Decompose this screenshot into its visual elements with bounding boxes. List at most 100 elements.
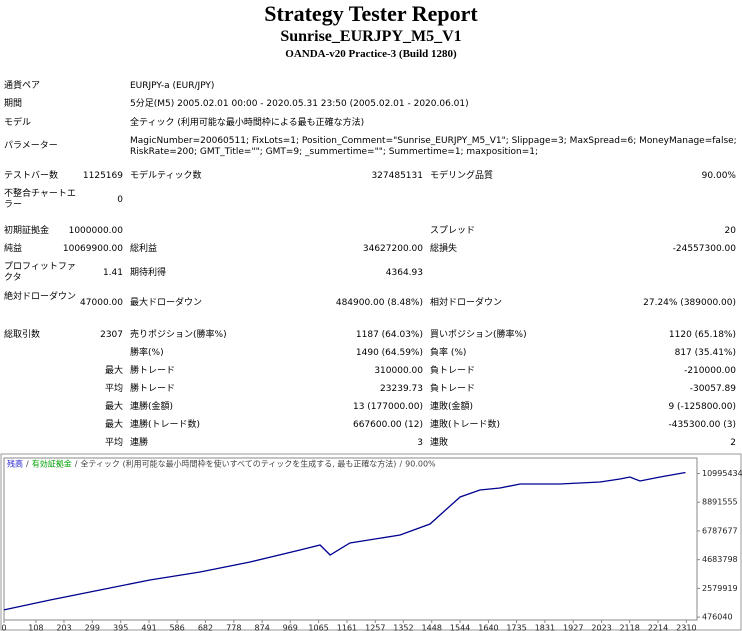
stat-label: 負率 (%) — [430, 348, 467, 358]
stat-label: 連敗(金額) — [430, 402, 474, 412]
x-tick-label: 108 — [28, 624, 43, 631]
stat-label: 純益 — [4, 244, 23, 254]
y-tick-label: 4683798 — [702, 555, 738, 564]
stat-label: 連勝(金額) — [130, 402, 174, 412]
report-subtitle: Sunrise_EURJPY_M5_V1 — [280, 28, 462, 45]
y-tick-label: 476040 — [702, 613, 733, 622]
stat-value: -30057.89 — [689, 384, 736, 394]
stat-label: モデルティック数 — [130, 171, 202, 181]
x-tick-label: 682 — [198, 624, 213, 631]
x-tick-label: 1735 — [506, 624, 526, 631]
stat-value: 817 (35.41%) — [674, 348, 736, 358]
x-tick-label: 1927 — [563, 624, 583, 631]
report-server: OANDA-v20 Practice-3 (Build 1280) — [285, 48, 457, 60]
stat-value: 1490 (64.59%) — [355, 348, 423, 358]
legend-separator: / — [399, 460, 402, 469]
stat-label: 総損失 — [430, 244, 458, 254]
stat-label: テストバー数 — [4, 171, 59, 181]
stat-label: 連勝 — [130, 438, 149, 448]
plot-area — [3, 457, 698, 621]
stat-label: モデリング品質 — [430, 171, 494, 181]
stat-value: 最大 — [104, 366, 123, 376]
x-tick-label: 586 — [169, 624, 184, 631]
stat-value: 1.41 — [102, 268, 123, 278]
stat-value: 34627200.00 — [362, 244, 423, 254]
x-tick-label: 2023 — [591, 624, 611, 631]
y-tick-label: 10995434 — [702, 469, 742, 478]
stat-value: 1120 (65.18%) — [668, 330, 736, 340]
stat-value: 27.24% (389000.00) — [643, 298, 736, 308]
stat-label: 連勝(トレード数) — [130, 420, 201, 430]
info-value: MagicNumber=20060511; FixLots=1; Positio… — [130, 136, 737, 157]
stat-value: -24557300.00 — [672, 244, 736, 254]
x-tick-label: 1257 — [365, 624, 385, 631]
x-tick-label: 203 — [56, 624, 71, 631]
y-tick-label: 6787677 — [702, 526, 738, 535]
x-tick-label: 2118 — [619, 624, 639, 631]
stat-value: 平均 — [104, 438, 123, 448]
legend-entry: 有効証拠金 — [32, 459, 72, 469]
x-tick-label: 2214 — [648, 624, 668, 631]
stat-value: 平均 — [104, 384, 123, 394]
info-value: EURJPY-a (EUR/JPY) — [130, 81, 215, 91]
legend-note: 全ティック (利用可能な最小時間枠を使いすべてのティックを生成する, 最も正確な… — [80, 459, 396, 469]
stat-value: 0 — [117, 195, 123, 205]
y-tick-label: 8891555 — [702, 498, 738, 507]
info-value: 5分足(M5) 2005.02.01 00:00 - 2020.05.31 23… — [130, 99, 469, 109]
stat-value: 最大 — [104, 402, 123, 412]
stat-value: 1125169 — [82, 171, 123, 181]
x-tick-label: 1448 — [422, 624, 442, 631]
stat-value: 23239.73 — [380, 384, 423, 394]
x-tick-label: 1352 — [393, 624, 413, 631]
stat-label: 連敗(トレード数) — [430, 420, 501, 430]
x-tick-label: 874 — [255, 624, 270, 631]
stat-value: 310000.00 — [374, 366, 423, 376]
x-tick-label: 1544 — [450, 624, 470, 631]
x-tick-label: 491 — [141, 624, 156, 631]
x-tick-label: 0 — [1, 624, 6, 631]
stat-value: 484900.00 (8.48%) — [335, 298, 423, 308]
stat-value: 最大 — [104, 420, 123, 430]
stat-value: 1187 (64.03%) — [355, 330, 423, 340]
x-tick-label: 1831 — [535, 624, 555, 631]
stat-label: 売りポジション(勝率%) — [130, 330, 227, 340]
stat-label: スプレッド — [430, 226, 476, 236]
stat-label: 総利益 — [130, 244, 158, 254]
legend-quality: 90.00% — [405, 460, 436, 469]
stat-value: 47000.00 — [80, 298, 123, 308]
stat-value: 327485131 — [371, 171, 423, 181]
stat-label: 初期証拠金 — [4, 226, 50, 236]
stat-label: 勝率(%) — [130, 348, 164, 358]
stat-value: 13 (177000.00) — [352, 402, 423, 412]
stat-label: 相対ドローダウン — [430, 298, 503, 308]
stat-label: 絶対ドローダウン — [4, 292, 77, 302]
stat-label: プロフィットファクタ — [4, 262, 76, 283]
stat-value: 2 — [730, 438, 736, 448]
y-tick-label: 2579919 — [702, 584, 738, 593]
stat-label: 買いポジション(勝率%) — [430, 330, 527, 340]
x-tick-label: 1161 — [337, 624, 357, 631]
balance-chart: 残高 / 有効証拠金 / 全ティック (利用可能な最小時間枠を使いすべてのティックを生成… — [0, 453, 742, 631]
stat-value: 90.00% — [701, 171, 736, 181]
info-label: パラメーター — [4, 141, 58, 151]
stat-value: 4364.93 — [385, 268, 423, 278]
x-tick-label: 778 — [226, 624, 241, 631]
stat-label: 勝トレード — [130, 384, 176, 394]
stat-value: 667600.00 (12) — [352, 420, 423, 430]
legend-separator: / — [26, 460, 29, 469]
x-tick-label: 299 — [85, 624, 100, 631]
legend-separator: / — [75, 460, 78, 469]
stat-value: 2307 — [100, 330, 123, 340]
stat-label: 最大ドローダウン — [130, 298, 203, 308]
x-tick-label: 969 — [283, 624, 298, 631]
stat-value: 9 (-125800.00) — [668, 402, 736, 412]
x-tick-label: 1065 — [308, 624, 328, 631]
stat-value: 3 — [417, 438, 423, 448]
stat-label: 期待利得 — [130, 268, 167, 278]
info-label: 期間 — [4, 99, 23, 109]
stat-value: 1000000.00 — [68, 226, 123, 236]
stat-value: 20 — [724, 226, 736, 236]
stat-label: 負トレード — [430, 384, 476, 394]
x-tick-label: 1640 — [478, 624, 498, 631]
